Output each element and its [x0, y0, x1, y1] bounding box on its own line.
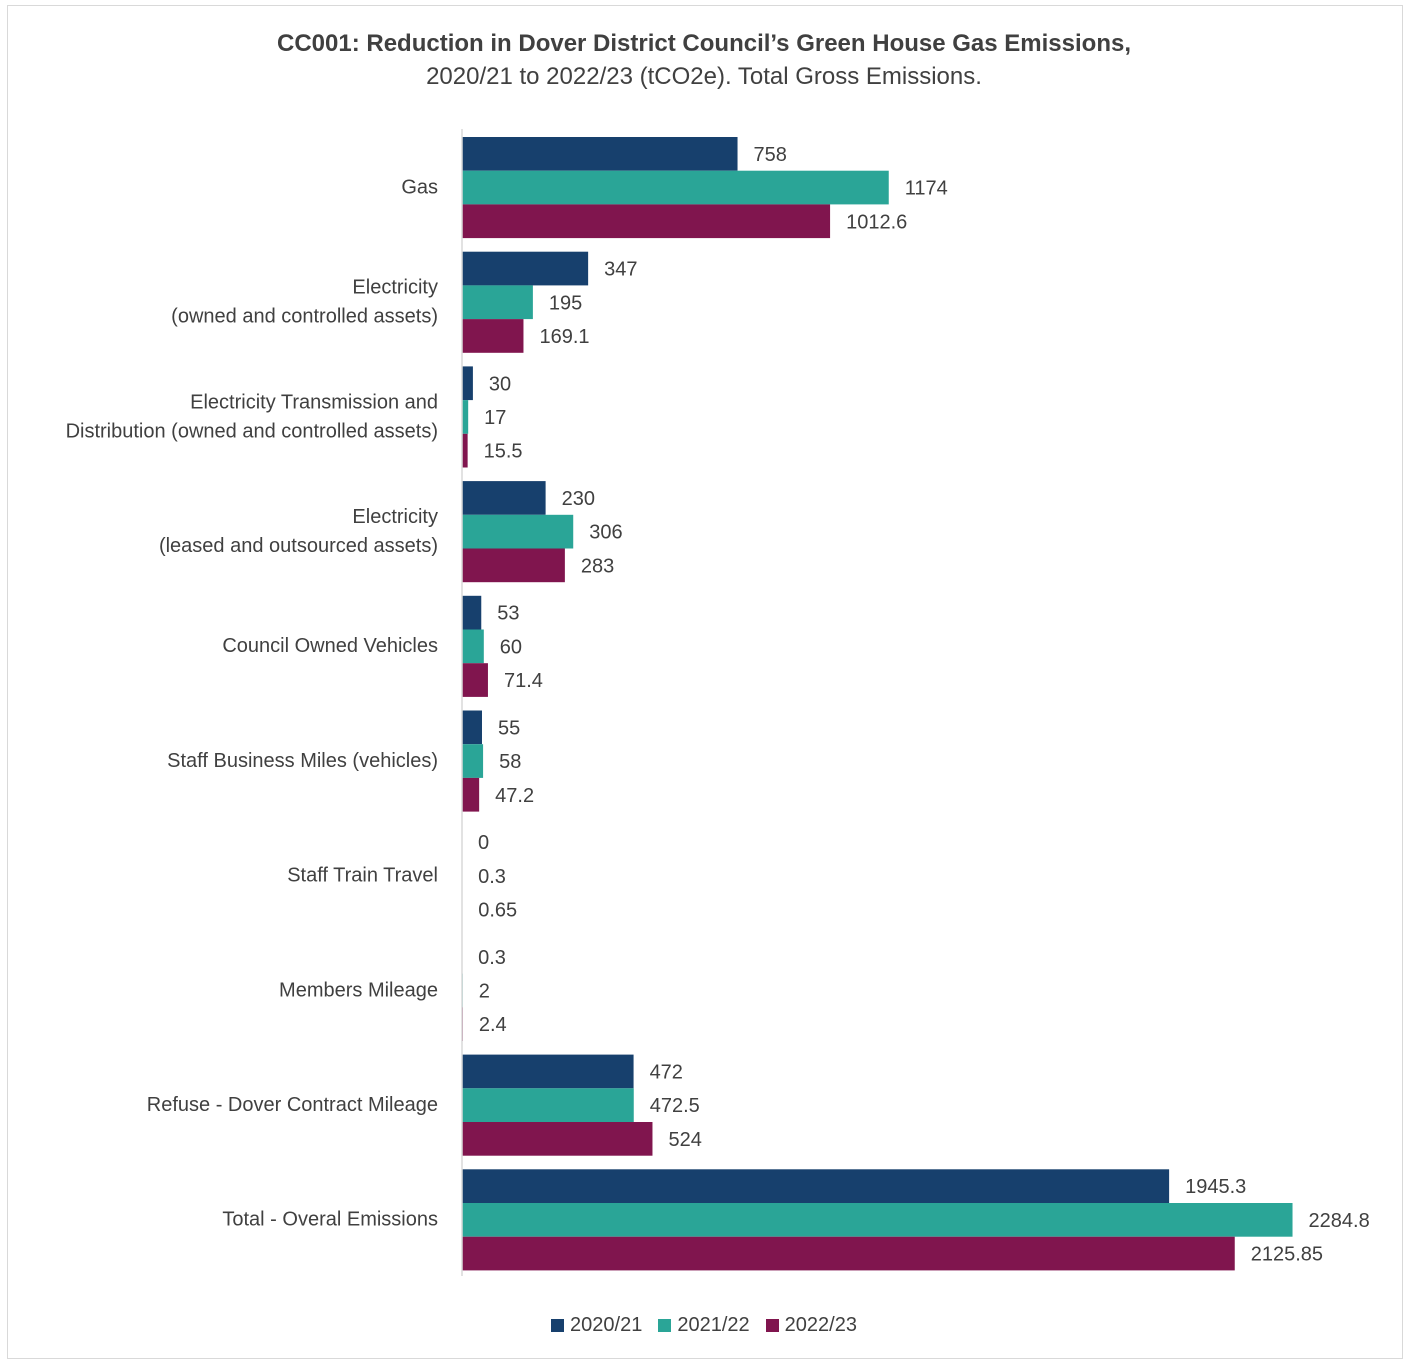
data-label: 230 [562, 488, 595, 510]
bar-2021-22 [462, 285, 533, 320]
legend-item: 2020/21 [551, 1314, 642, 1337]
data-label: 347 [604, 259, 637, 281]
bar-2022-23 [462, 1236, 1235, 1271]
category-label: Electricity [352, 277, 438, 299]
data-label: 0 [478, 832, 489, 854]
data-label: 1945.3 [1185, 1176, 1246, 1198]
bar-2020-21 [462, 137, 738, 171]
category-label: (leased and outsourced assets) [159, 535, 438, 557]
data-label: 0.3 [478, 947, 506, 969]
chart-legend: 2020/21 2021/22 2022/23 [0, 1314, 1408, 1338]
data-label: 283 [581, 555, 614, 577]
data-label: 0.65 [478, 899, 517, 921]
bar-2022-23 [462, 319, 524, 353]
bar-2020-21 [462, 481, 546, 515]
data-label: 47.2 [495, 785, 534, 807]
category-label: Staff Train Travel [287, 865, 438, 887]
data-label: 758 [754, 144, 787, 166]
data-label: 0.3 [478, 866, 506, 888]
category-label: Council Owned Vehicles [222, 635, 438, 657]
category-label: Distribution (owned and controlled asset… [66, 420, 438, 442]
chart-title: CC001: Reduction in Dover District Counc… [277, 30, 1131, 57]
chart-subtitle: 2020/21 to 2022/23 (tCO2e). Total Gross … [426, 63, 982, 90]
data-label: 472 [650, 1061, 683, 1083]
category-label: Gas [401, 176, 438, 198]
bar-2022-23 [462, 663, 488, 697]
data-label: 524 [668, 1129, 701, 1151]
bar-2021-22 [462, 1203, 1293, 1237]
bar-2021-22 [462, 400, 469, 434]
data-label: 472.5 [650, 1095, 700, 1117]
data-label: 195 [549, 292, 582, 314]
data-label: 60 [500, 636, 522, 658]
data-label: 58 [499, 751, 521, 773]
data-label: 15.5 [484, 441, 523, 463]
bar-2021-22 [462, 514, 574, 549]
data-label: 30 [489, 373, 511, 395]
category-label: Total - Overal Emissions [222, 1209, 438, 1231]
bar-2021-22 [462, 744, 484, 778]
data-label: 2284.8 [1309, 1210, 1370, 1232]
data-label: 169.1 [539, 326, 589, 348]
bar-2021-22 [462, 170, 889, 205]
data-label: 1174 [905, 178, 948, 200]
data-label: 2125.85 [1251, 1244, 1323, 1266]
data-label: 1012.6 [846, 211, 907, 233]
data-label: 71.4 [504, 670, 543, 692]
bar-2020-21 [462, 710, 482, 745]
bar-2022-23 [462, 1122, 653, 1156]
data-label: 2 [479, 980, 490, 1002]
category-label: Staff Business Miles (vehicles) [167, 750, 438, 772]
data-label: 17 [484, 407, 506, 429]
data-label: 53 [497, 603, 519, 625]
bar-2022-23 [462, 777, 480, 812]
bar-2022-23 [462, 548, 565, 583]
category-label: (owned and controlled assets) [171, 306, 438, 328]
bar-2022-23 [462, 204, 831, 239]
category-label: Electricity Transmission and [190, 391, 438, 413]
bar-2020-21 [462, 251, 589, 286]
bar-2022-23 [462, 433, 468, 468]
legend-label: 2021/22 [677, 1314, 750, 1336]
data-label: 55 [498, 717, 520, 739]
category-label: Members Mileage [279, 979, 438, 1001]
legend-swatch [658, 1319, 672, 1332]
data-label: 2.4 [479, 1014, 507, 1036]
legend-item: 2021/22 [658, 1314, 750, 1337]
chart-title-block: CC001: Reduction in Dover District Counc… [0, 28, 1408, 94]
bar-2020-21 [462, 1054, 634, 1089]
data-label: 306 [589, 522, 622, 544]
category-label: Electricity [352, 506, 438, 528]
bar-2021-22 [462, 629, 484, 664]
legend-label: 2020/21 [570, 1314, 643, 1336]
category-label: Refuse - Dover Contract Mileage [147, 1094, 438, 1116]
bar-2021-22 [462, 1088, 634, 1122]
bar-2020-21 [462, 595, 482, 630]
legend-item: 2022/23 [765, 1314, 857, 1337]
bar-2020-21 [462, 1169, 1170, 1203]
legend-swatch [765, 1319, 779, 1332]
legend-label: 2022/23 [784, 1314, 857, 1336]
bar-2020-21 [462, 366, 473, 401]
legend-swatch [551, 1319, 565, 1332]
